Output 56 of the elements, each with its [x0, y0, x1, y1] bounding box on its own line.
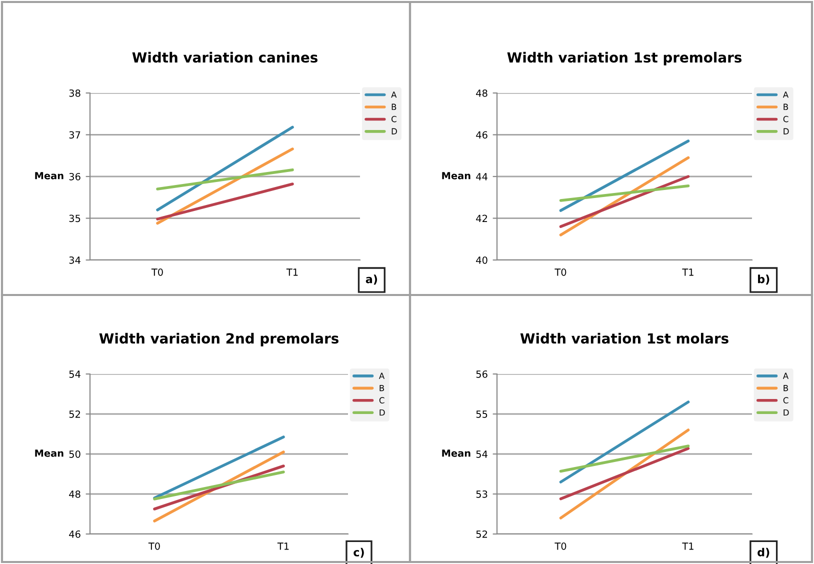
x-tick-label: T1 — [682, 542, 694, 550]
x-tick-label: T0 — [554, 542, 566, 550]
legend-label: D — [784, 409, 789, 416]
legend-label: D — [392, 128, 397, 134]
legend-label: A — [378, 372, 385, 379]
legend-label: D — [784, 128, 789, 134]
y-tick-label: 48 — [476, 89, 488, 97]
y-tick-label: 54 — [476, 450, 488, 458]
legend-label: A — [782, 92, 789, 98]
x-tick-label: T0 — [151, 268, 163, 276]
y-tick-label: 38 — [69, 89, 80, 97]
chart-title: Width variation 1st molars — [520, 332, 728, 344]
x-tick-label: T0 — [554, 268, 566, 276]
y-tick-label: 55 — [476, 410, 488, 418]
x-tick-label: T0 — [148, 542, 160, 550]
x-tick-label: T1 — [682, 268, 694, 276]
y-tick-label: 34 — [69, 256, 80, 264]
chart-title: Width variation canines — [132, 52, 318, 63]
legend-label: C — [783, 397, 788, 404]
y-tick-label: 50 — [69, 450, 80, 458]
y-tick-label: 52 — [476, 530, 487, 538]
y-axis-title: Mean — [35, 172, 64, 180]
legend-label: C — [783, 116, 788, 122]
text: d) — [758, 548, 770, 558]
y-tick-label: 52 — [69, 410, 80, 418]
y-tick-label: 42 — [476, 214, 487, 222]
text: a) — [366, 274, 378, 285]
legend-label: B — [784, 385, 788, 392]
legend-label: C — [379, 397, 384, 404]
y-axis-title: Mean — [35, 450, 64, 457]
legend-label: A — [782, 372, 789, 379]
x-tick-label: T1 — [277, 542, 289, 550]
y-tick-label: 53 — [476, 490, 488, 498]
legend-label: B — [380, 385, 384, 392]
y-tick-label: 35 — [69, 214, 80, 222]
y-tick-label: 48 — [69, 490, 80, 498]
y-axis-title: Mean — [442, 172, 470, 180]
y-tick-label: 36 — [69, 172, 80, 180]
y-tick-label: 44 — [476, 173, 488, 180]
y-tick-label: 37 — [69, 131, 80, 139]
legend-label: B — [392, 104, 396, 110]
y-tick-label: 56 — [476, 370, 488, 378]
y-tick-label: 46 — [476, 131, 488, 139]
chart-title: Width variation 1st premolars — [507, 52, 742, 66]
legend-label: A — [391, 92, 397, 98]
legend-label: C — [392, 116, 396, 122]
legend-label: B — [784, 104, 788, 110]
text: c) — [354, 548, 364, 558]
y-axis-title: Mean — [442, 450, 470, 457]
x-tick-label: T1 — [286, 268, 298, 276]
y-tick-label: 46 — [69, 530, 80, 538]
y-tick-label: 54 — [69, 370, 80, 378]
chart-title: Width variation 2nd premolars — [99, 332, 338, 346]
text: b) — [758, 274, 770, 285]
legend-label: D — [380, 409, 385, 416]
y-tick-label: 40 — [476, 256, 488, 264]
